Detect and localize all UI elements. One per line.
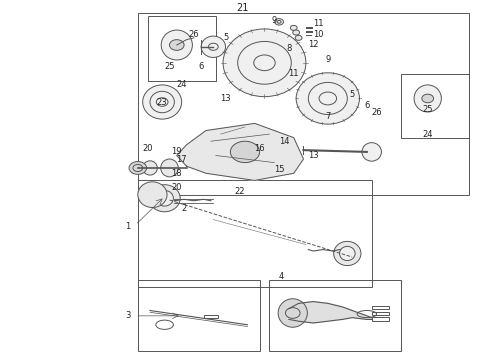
Circle shape [290,26,297,30]
Text: 17: 17 [176,154,187,163]
Text: 10: 10 [313,30,323,39]
Ellipse shape [161,159,178,177]
Text: 3: 3 [125,311,130,320]
Text: 4: 4 [279,272,284,281]
Bar [147,17,216,81]
Text: 2: 2 [181,204,187,213]
Ellipse shape [340,246,355,261]
Ellipse shape [334,241,361,266]
Text: 26: 26 [189,30,199,39]
Ellipse shape [150,91,174,113]
Bar [401,73,469,138]
Bar [270,280,401,351]
Text: 9: 9 [271,15,277,24]
Circle shape [293,30,299,35]
Bar [372,306,389,310]
Bar [203,315,218,318]
Text: 11: 11 [289,69,299,78]
Text: 5: 5 [349,90,355,99]
Text: 20: 20 [142,144,153,153]
Text: 6: 6 [364,101,369,110]
Circle shape [230,141,260,163]
Text: 8: 8 [286,44,292,53]
Polygon shape [177,123,303,180]
Bar [372,311,389,315]
Ellipse shape [201,36,225,58]
Text: 24: 24 [422,130,433,139]
Text: 25: 25 [422,105,433,114]
Text: 7: 7 [325,112,331,121]
Ellipse shape [156,190,173,206]
Circle shape [275,19,284,25]
Ellipse shape [308,82,347,114]
Ellipse shape [414,85,441,112]
Text: 5: 5 [223,33,228,42]
Text: 20: 20 [172,183,182,192]
Ellipse shape [149,185,180,212]
Text: 16: 16 [254,144,265,153]
Bar [306,35,312,36]
Circle shape [295,35,302,40]
Text: 14: 14 [279,137,289,146]
Bar [306,31,313,32]
Text: 25: 25 [164,62,175,71]
Text: 26: 26 [371,108,382,117]
Ellipse shape [161,30,193,60]
Ellipse shape [238,41,291,84]
Text: 6: 6 [198,62,204,71]
Text: 21: 21 [236,3,249,13]
Ellipse shape [143,85,182,119]
Ellipse shape [138,182,167,207]
Text: 15: 15 [274,165,284,174]
Text: 24: 24 [176,80,187,89]
Bar [138,13,469,195]
Text: 23: 23 [157,98,168,107]
Bar [306,27,313,29]
Bar [138,280,260,351]
Circle shape [170,40,184,50]
Ellipse shape [223,29,306,97]
Text: 12: 12 [308,40,319,49]
Circle shape [422,94,434,103]
Ellipse shape [278,299,307,327]
Circle shape [129,162,147,174]
Text: 13: 13 [220,94,231,103]
Text: 1: 1 [125,222,130,231]
Text: 13: 13 [308,151,319,160]
Bar [372,317,389,321]
Text: 11: 11 [313,19,323,28]
Ellipse shape [143,161,157,175]
Bar [138,180,372,287]
Text: 22: 22 [235,186,245,195]
Ellipse shape [296,73,360,124]
Text: 18: 18 [172,169,182,178]
Text: 19: 19 [172,147,182,156]
Text: 9: 9 [325,55,330,64]
Polygon shape [289,302,372,323]
Ellipse shape [362,143,381,161]
